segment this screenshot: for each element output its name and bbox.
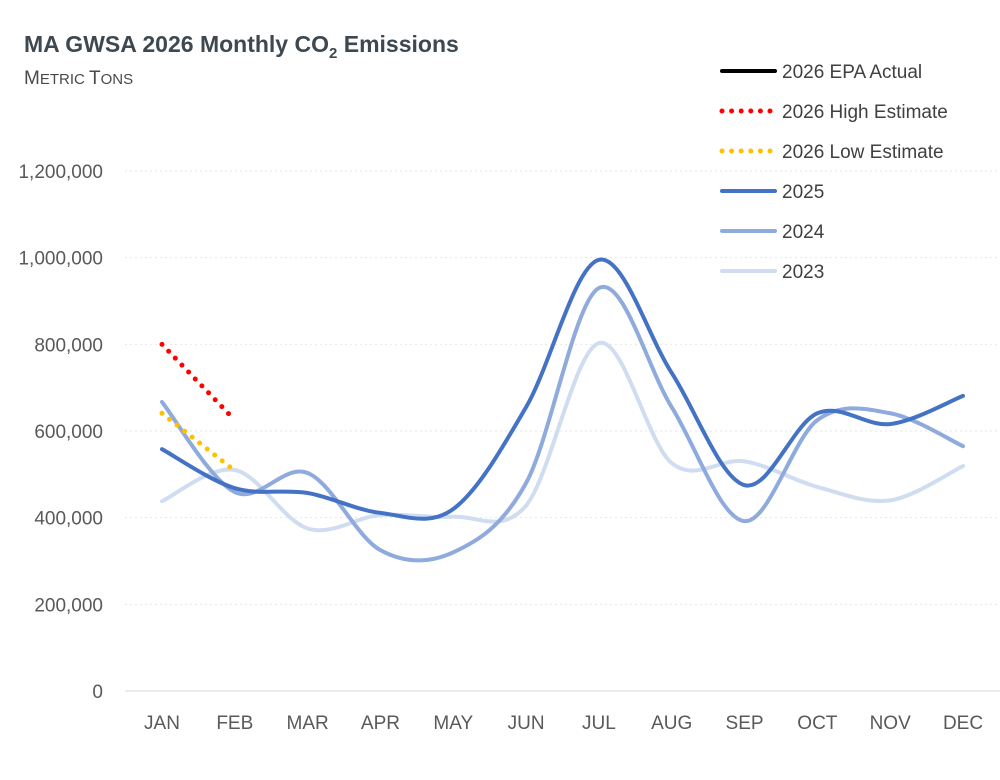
x-tick-label: FEB <box>216 713 253 734</box>
legend-label: 2026 EPA Actual <box>782 62 922 83</box>
x-tick-label: MAR <box>287 713 329 734</box>
chart-title: MA GWSA 2026 Monthly CO2 Emissions <box>24 31 459 62</box>
series-lines <box>159 257 965 563</box>
series-line-2023 <box>160 341 965 533</box>
gridlines <box>125 170 1000 692</box>
chart-subtitle: METRIC TONS <box>24 68 133 89</box>
x-tick-label: APR <box>361 713 400 734</box>
x-axis: JAN FEB MAR APR MAY JUN JUL AUG SEP OCT NOV DEC <box>144 713 983 734</box>
x-tick-label: AUG <box>651 713 692 734</box>
legend-item: 2023 <box>720 262 824 283</box>
legend: 2026 EPA Actual 2026 High Estimate 2026 Lo… <box>719 62 948 283</box>
y-tick-label: 600,000 <box>34 422 103 443</box>
x-tick-label: SEP <box>726 713 764 734</box>
y-tick-label: 400,000 <box>34 509 103 530</box>
y-tick-label: 200,000 <box>34 595 103 616</box>
legend-item: 2025 <box>720 182 824 203</box>
y-tick-label: 1,200,000 <box>18 162 103 183</box>
x-tick-label: JUN <box>508 713 545 734</box>
series-line-2026-high-estimate <box>159 341 238 423</box>
y-tick-label: 1,000,000 <box>18 249 103 270</box>
x-tick-label: DEC <box>943 713 983 734</box>
x-tick-label: OCT <box>797 713 838 734</box>
legend-label: 2024 <box>782 222 825 243</box>
legend-label: 2026 Low Estimate <box>782 142 944 163</box>
x-tick-label: NOV <box>870 713 912 734</box>
series-line-2026-low-estimate <box>159 410 238 474</box>
legend-label: 2025 <box>782 182 824 203</box>
x-tick-label: JAN <box>144 713 180 734</box>
y-axis: 0 200,000 400,000 600,000 800,000 1,000,000 1,… <box>18 162 103 703</box>
x-tick-label: JUL <box>582 713 616 734</box>
legend-item: 2026 High Estimate <box>719 102 948 123</box>
x-tick-label: MAY <box>433 713 473 734</box>
legend-label: 2026 High Estimate <box>782 102 948 123</box>
series-line-2025 <box>160 257 965 521</box>
series-line-2024 <box>160 284 965 563</box>
y-tick-label: 800,000 <box>34 335 103 356</box>
legend-label: 2023 <box>782 262 824 283</box>
legend-item: 2026 EPA Actual <box>720 62 922 83</box>
legend-item: 2024 <box>720 222 825 243</box>
y-tick-label: 0 <box>92 682 103 703</box>
legend-item: 2026 Low Estimate <box>719 142 944 163</box>
